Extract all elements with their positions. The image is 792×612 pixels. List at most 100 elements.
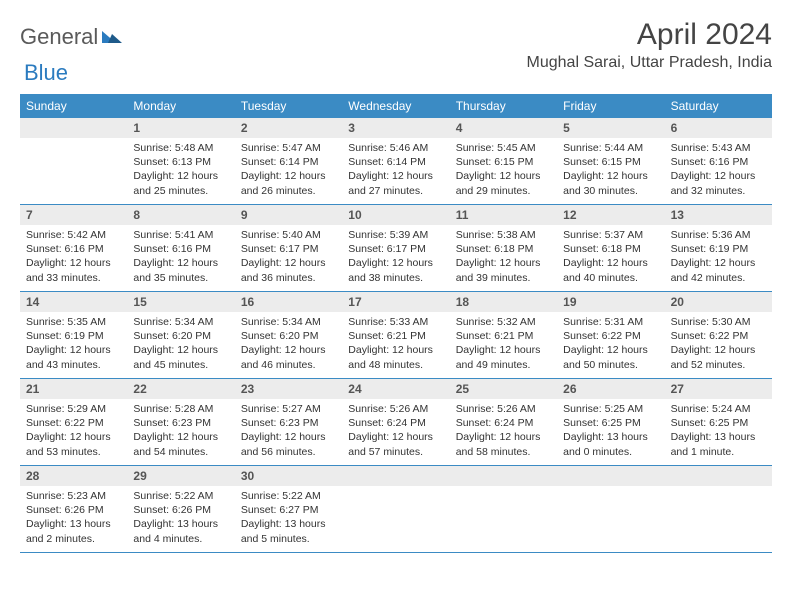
cell-date: 30 <box>235 466 342 486</box>
day-header-fri: Friday <box>557 94 664 118</box>
sunset-text: Sunset: 6:15 PM <box>456 155 551 169</box>
sunset-text: Sunset: 6:13 PM <box>133 155 228 169</box>
cell-body: Sunrise: 5:24 AMSunset: 6:25 PMDaylight:… <box>665 399 772 465</box>
calendar: Sunday Monday Tuesday Wednesday Thursday… <box>20 94 772 553</box>
calendar-cell: 26Sunrise: 5:25 AMSunset: 6:25 PMDayligh… <box>557 379 664 465</box>
sunset-text: Sunset: 6:21 PM <box>348 329 443 343</box>
sunrise-text: Sunrise: 5:22 AM <box>133 489 228 503</box>
calendar-cell: 10Sunrise: 5:39 AMSunset: 6:17 PMDayligh… <box>342 205 449 291</box>
sunset-text: Sunset: 6:16 PM <box>671 155 766 169</box>
day-header-thu: Thursday <box>450 94 557 118</box>
cell-date: 12 <box>557 205 664 225</box>
cell-date <box>342 466 449 486</box>
cell-body: Sunrise: 5:45 AMSunset: 6:15 PMDaylight:… <box>450 138 557 204</box>
sunrise-text: Sunrise: 5:24 AM <box>671 402 766 416</box>
sunrise-text: Sunrise: 5:31 AM <box>563 315 658 329</box>
sunset-text: Sunset: 6:19 PM <box>26 329 121 343</box>
calendar-cell: 15Sunrise: 5:34 AMSunset: 6:20 PMDayligh… <box>127 292 234 378</box>
sunrise-text: Sunrise: 5:48 AM <box>133 141 228 155</box>
daylight-text: Daylight: 12 hours and 38 minutes. <box>348 256 443 284</box>
sunrise-text: Sunrise: 5:38 AM <box>456 228 551 242</box>
calendar-cell: 16Sunrise: 5:34 AMSunset: 6:20 PMDayligh… <box>235 292 342 378</box>
calendar-cell: 14Sunrise: 5:35 AMSunset: 6:19 PMDayligh… <box>20 292 127 378</box>
cell-body: Sunrise: 5:38 AMSunset: 6:18 PMDaylight:… <box>450 225 557 291</box>
calendar-cell: 6Sunrise: 5:43 AMSunset: 6:16 PMDaylight… <box>665 118 772 204</box>
daylight-text: Daylight: 13 hours and 2 minutes. <box>26 517 121 545</box>
daylight-text: Daylight: 13 hours and 5 minutes. <box>241 517 336 545</box>
cell-body: Sunrise: 5:30 AMSunset: 6:22 PMDaylight:… <box>665 312 772 378</box>
cell-date: 2 <box>235 118 342 138</box>
sunset-text: Sunset: 6:23 PM <box>133 416 228 430</box>
calendar-cell: 3Sunrise: 5:46 AMSunset: 6:14 PMDaylight… <box>342 118 449 204</box>
daylight-text: Daylight: 12 hours and 54 minutes. <box>133 430 228 458</box>
cell-body: Sunrise: 5:23 AMSunset: 6:26 PMDaylight:… <box>20 486 127 552</box>
weeks-container: 1Sunrise: 5:48 AMSunset: 6:13 PMDaylight… <box>20 118 772 553</box>
calendar-cell: 22Sunrise: 5:28 AMSunset: 6:23 PMDayligh… <box>127 379 234 465</box>
cell-date: 20 <box>665 292 772 312</box>
sunrise-text: Sunrise: 5:33 AM <box>348 315 443 329</box>
daylight-text: Daylight: 12 hours and 46 minutes. <box>241 343 336 371</box>
cell-date: 21 <box>20 379 127 399</box>
cell-date: 1 <box>127 118 234 138</box>
cell-body: Sunrise: 5:36 AMSunset: 6:19 PMDaylight:… <box>665 225 772 291</box>
daylight-text: Daylight: 12 hours and 36 minutes. <box>241 256 336 284</box>
daylight-text: Daylight: 12 hours and 50 minutes. <box>563 343 658 371</box>
cell-body: Sunrise: 5:48 AMSunset: 6:13 PMDaylight:… <box>127 138 234 204</box>
cell-body: Sunrise: 5:44 AMSunset: 6:15 PMDaylight:… <box>557 138 664 204</box>
sunset-text: Sunset: 6:16 PM <box>133 242 228 256</box>
day-header-sun: Sunday <box>20 94 127 118</box>
sunrise-text: Sunrise: 5:36 AM <box>671 228 766 242</box>
sunset-text: Sunset: 6:14 PM <box>348 155 443 169</box>
sunset-text: Sunset: 6:22 PM <box>671 329 766 343</box>
cell-date: 27 <box>665 379 772 399</box>
sunrise-text: Sunrise: 5:44 AM <box>563 141 658 155</box>
cell-date: 26 <box>557 379 664 399</box>
calendar-cell: 12Sunrise: 5:37 AMSunset: 6:18 PMDayligh… <box>557 205 664 291</box>
cell-body: Sunrise: 5:34 AMSunset: 6:20 PMDaylight:… <box>127 312 234 378</box>
cell-body: Sunrise: 5:33 AMSunset: 6:21 PMDaylight:… <box>342 312 449 378</box>
sunrise-text: Sunrise: 5:34 AM <box>133 315 228 329</box>
sunrise-text: Sunrise: 5:43 AM <box>671 141 766 155</box>
calendar-cell: 23Sunrise: 5:27 AMSunset: 6:23 PMDayligh… <box>235 379 342 465</box>
calendar-cell: 30Sunrise: 5:22 AMSunset: 6:27 PMDayligh… <box>235 466 342 552</box>
calendar-cell: 29Sunrise: 5:22 AMSunset: 6:26 PMDayligh… <box>127 466 234 552</box>
daylight-text: Daylight: 12 hours and 52 minutes. <box>671 343 766 371</box>
calendar-cell: 27Sunrise: 5:24 AMSunset: 6:25 PMDayligh… <box>665 379 772 465</box>
sunrise-text: Sunrise: 5:26 AM <box>348 402 443 416</box>
sunset-text: Sunset: 6:15 PM <box>563 155 658 169</box>
cell-date: 5 <box>557 118 664 138</box>
cell-date: 16 <box>235 292 342 312</box>
sunset-text: Sunset: 6:27 PM <box>241 503 336 517</box>
sunrise-text: Sunrise: 5:41 AM <box>133 228 228 242</box>
calendar-cell <box>342 466 449 552</box>
logo: General <box>20 24 124 50</box>
sunset-text: Sunset: 6:16 PM <box>26 242 121 256</box>
logo-text-general: General <box>20 24 98 50</box>
cell-date: 29 <box>127 466 234 486</box>
cell-date: 9 <box>235 205 342 225</box>
cell-body: Sunrise: 5:22 AMSunset: 6:27 PMDaylight:… <box>235 486 342 552</box>
daylight-text: Daylight: 12 hours and 30 minutes. <box>563 169 658 197</box>
sunrise-text: Sunrise: 5:45 AM <box>456 141 551 155</box>
cell-date: 24 <box>342 379 449 399</box>
cell-body: Sunrise: 5:25 AMSunset: 6:25 PMDaylight:… <box>557 399 664 465</box>
calendar-cell: 17Sunrise: 5:33 AMSunset: 6:21 PMDayligh… <box>342 292 449 378</box>
daylight-text: Daylight: 12 hours and 58 minutes. <box>456 430 551 458</box>
calendar-cell: 7Sunrise: 5:42 AMSunset: 6:16 PMDaylight… <box>20 205 127 291</box>
cell-date: 14 <box>20 292 127 312</box>
sunset-text: Sunset: 6:24 PM <box>456 416 551 430</box>
cell-body: Sunrise: 5:26 AMSunset: 6:24 PMDaylight:… <box>450 399 557 465</box>
cell-date: 10 <box>342 205 449 225</box>
week-row: 28Sunrise: 5:23 AMSunset: 6:26 PMDayligh… <box>20 466 772 553</box>
daylight-text: Daylight: 12 hours and 53 minutes. <box>26 430 121 458</box>
cell-body: Sunrise: 5:32 AMSunset: 6:21 PMDaylight:… <box>450 312 557 378</box>
daylight-text: Daylight: 12 hours and 43 minutes. <box>26 343 121 371</box>
logo-text-blue: Blue <box>24 60 68 86</box>
calendar-cell <box>20 118 127 204</box>
cell-body: Sunrise: 5:39 AMSunset: 6:17 PMDaylight:… <box>342 225 449 291</box>
calendar-cell <box>450 466 557 552</box>
cell-body: Sunrise: 5:37 AMSunset: 6:18 PMDaylight:… <box>557 225 664 291</box>
sunrise-text: Sunrise: 5:40 AM <box>241 228 336 242</box>
cell-body: Sunrise: 5:28 AMSunset: 6:23 PMDaylight:… <box>127 399 234 465</box>
cell-body: Sunrise: 5:22 AMSunset: 6:26 PMDaylight:… <box>127 486 234 552</box>
